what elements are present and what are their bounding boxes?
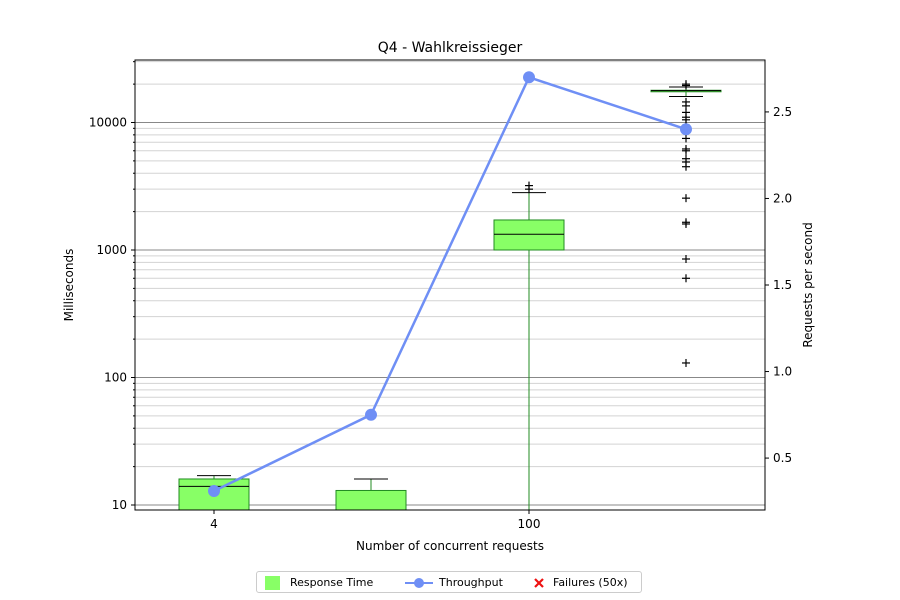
box-iqr <box>336 490 406 510</box>
outlier-point <box>682 98 690 106</box>
throughput-point <box>680 123 692 135</box>
y-tick-label: 1000 <box>96 243 127 257</box>
legend-item-throughput: Throughput <box>405 575 503 591</box>
throughput-point <box>208 485 220 497</box>
legend-label-response-time: Response Time <box>290 576 373 589</box>
box-plot <box>494 182 564 510</box>
y-tick-label: 10 <box>112 498 127 512</box>
y2-tick-label: 1.5 <box>773 278 792 292</box>
legend-item-response-time: Response Time <box>265 575 373 591</box>
legend-item-failures: Failures (50x) <box>533 575 628 591</box>
x-tick-label: 4 <box>210 517 218 531</box>
outlier-point <box>682 134 690 142</box>
y2-axis-label: Requests per second <box>801 222 815 347</box>
outlier-point <box>525 182 533 190</box>
y2-tick-label: 2.0 <box>773 191 792 205</box>
y-axis-label: Milliseconds <box>62 249 76 322</box>
box-plots <box>179 80 721 510</box>
throughput-series <box>214 77 686 491</box>
outlier-point <box>682 194 690 202</box>
throughput-point <box>523 71 535 83</box>
y-tick-label: 100 <box>104 371 127 385</box>
outlier-point <box>682 218 690 226</box>
legend-label-throughput: Throughput <box>439 576 503 589</box>
grid <box>135 62 765 505</box>
box-plot <box>336 479 406 510</box>
box-plot <box>651 80 721 367</box>
legend-swatch-box <box>265 576 280 590</box>
y-tick-label: 10000 <box>89 116 127 130</box>
chart-title: Q4 - Wahlkreissieger <box>378 40 523 56</box>
outlier-point <box>682 145 690 153</box>
legend-label-failures: Failures (50x) <box>553 576 628 589</box>
outlier-point <box>682 274 690 282</box>
legend-swatch-line <box>405 576 433 590</box>
throughput-point <box>365 409 377 421</box>
x-tick-label: 100 <box>518 517 541 531</box>
box-iqr <box>494 220 564 250</box>
legend-swatch-failures <box>533 577 545 589</box>
y2-tick-label: 2.5 <box>773 105 792 119</box>
y2-tick-label: 1.0 <box>773 365 792 379</box>
legend: Response Time Throughput Failures (50x) <box>256 571 642 593</box>
y2-tick-label: 0.5 <box>773 451 792 465</box>
plot-frame <box>135 60 765 510</box>
x-axis-label: Number of concurrent requests <box>356 539 544 553</box>
outlier-point <box>682 359 690 367</box>
